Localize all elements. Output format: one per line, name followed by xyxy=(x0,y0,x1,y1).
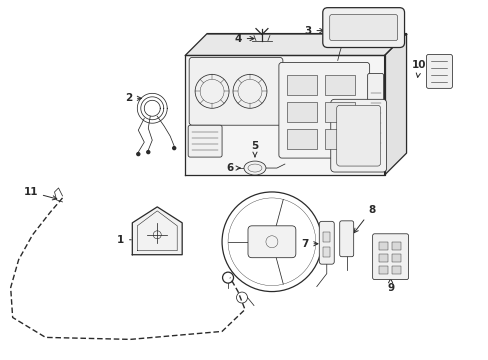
Bar xyxy=(391,266,400,274)
Bar xyxy=(323,247,329,257)
FancyBboxPatch shape xyxy=(188,125,222,157)
Text: 10: 10 xyxy=(411,60,426,77)
Text: 5: 5 xyxy=(251,141,258,157)
FancyBboxPatch shape xyxy=(372,234,407,280)
Text: 7: 7 xyxy=(301,239,317,249)
Text: 6: 6 xyxy=(226,163,240,173)
FancyBboxPatch shape xyxy=(336,105,380,166)
FancyBboxPatch shape xyxy=(426,54,451,88)
FancyBboxPatch shape xyxy=(330,99,386,172)
Bar xyxy=(378,266,387,274)
Polygon shape xyxy=(384,33,406,175)
FancyBboxPatch shape xyxy=(339,221,353,257)
FancyBboxPatch shape xyxy=(319,221,334,264)
Bar xyxy=(324,102,354,122)
Text: 4: 4 xyxy=(234,33,254,44)
Polygon shape xyxy=(185,33,406,55)
Bar xyxy=(324,129,354,149)
FancyBboxPatch shape xyxy=(329,15,397,41)
Text: 3: 3 xyxy=(304,26,323,36)
Ellipse shape xyxy=(244,161,265,175)
Text: 1: 1 xyxy=(117,235,136,245)
Polygon shape xyxy=(185,55,384,175)
Bar xyxy=(391,242,400,250)
FancyBboxPatch shape xyxy=(322,8,404,48)
Bar xyxy=(286,129,316,149)
Bar xyxy=(286,75,316,95)
FancyBboxPatch shape xyxy=(189,58,283,125)
Bar xyxy=(378,254,387,262)
FancyBboxPatch shape xyxy=(367,73,383,152)
Circle shape xyxy=(137,153,140,156)
Polygon shape xyxy=(132,207,182,255)
Text: 8: 8 xyxy=(353,205,374,233)
Text: 9: 9 xyxy=(386,279,393,293)
Bar xyxy=(391,254,400,262)
Bar xyxy=(286,102,316,122)
Bar xyxy=(324,75,354,95)
Text: 2: 2 xyxy=(124,93,141,103)
FancyBboxPatch shape xyxy=(247,226,295,258)
Circle shape xyxy=(146,150,149,154)
Bar xyxy=(323,232,329,242)
Text: 11: 11 xyxy=(23,187,57,200)
Bar xyxy=(378,242,387,250)
FancyBboxPatch shape xyxy=(278,62,369,158)
Circle shape xyxy=(172,147,175,150)
